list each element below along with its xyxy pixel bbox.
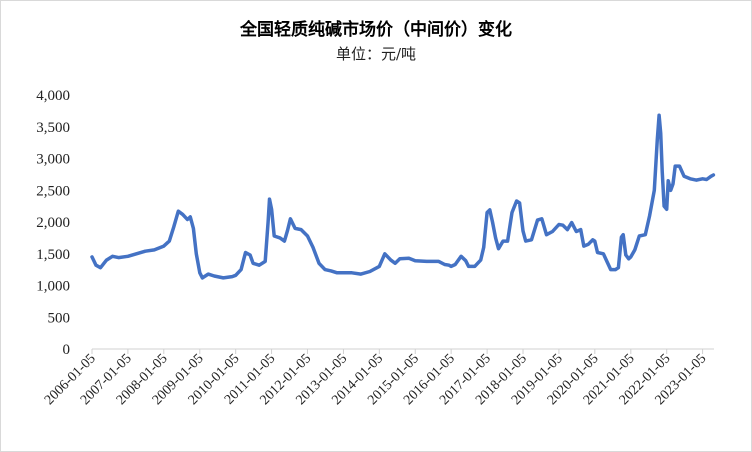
y-tick-label: 3,500	[36, 120, 70, 136]
series-line-0	[90, 113, 716, 280]
y-tick-label: 2,000	[36, 215, 70, 231]
y-tick-label: 1,500	[36, 247, 70, 263]
chart-title: 全国轻质纯碱市场价（中间价）变化	[240, 20, 512, 40]
chart-subtitle: 单位：元/吨	[335, 45, 417, 63]
series-layer	[90, 113, 716, 280]
y-tick-label: 4,000	[36, 88, 70, 104]
y-tick-label: 2,500	[36, 183, 70, 199]
y-tick-label: 1,000	[36, 279, 70, 295]
y-axis-ticks: 0 500 1,000 1,500 2,000 2,500 3,000 3,500 4,000	[36, 88, 70, 358]
y-tick-label: 0	[63, 342, 71, 358]
x-axis: 2006-01-052007-01-052008-01-052009-01-05…	[42, 348, 714, 408]
y-tick-label: 500	[48, 310, 71, 326]
y-tick-label: 3,000	[36, 152, 70, 168]
